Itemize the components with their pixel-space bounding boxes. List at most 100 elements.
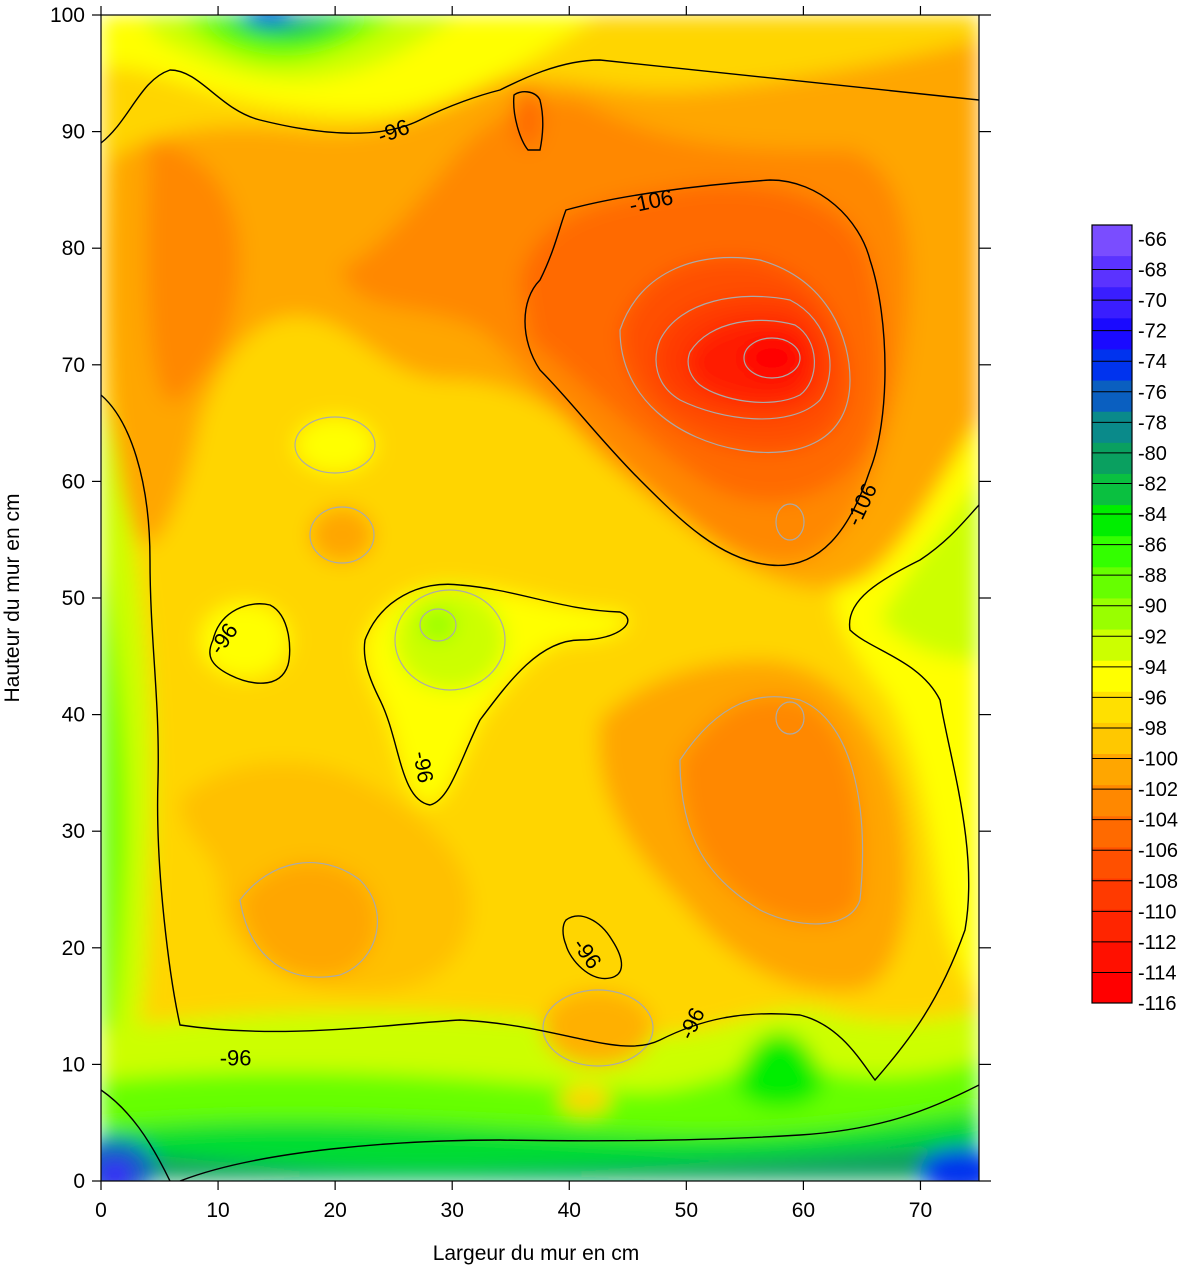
colorbar-swatch <box>1092 411 1132 444</box>
x-tick-label: 10 <box>206 1199 229 1222</box>
colorbar-label: -98 <box>1138 718 1167 740</box>
x-tick-label: 60 <box>792 1199 815 1222</box>
contour-label: -96 <box>408 749 438 785</box>
y-tick-label: 30 <box>62 820 85 843</box>
field-lower-left-dark-orange <box>240 862 378 978</box>
field-bottom-orange-pocket <box>543 990 653 1066</box>
field-top-orange-pocket <box>514 88 542 148</box>
colorbar-label: -110 <box>1138 901 1177 923</box>
colorbar-label: -76 <box>1138 382 1167 404</box>
colorbar-swatch <box>1092 567 1132 599</box>
colorbar-label: -90 <box>1138 596 1167 618</box>
colorbar-label: -80 <box>1138 443 1167 465</box>
colorbar-label: -88 <box>1138 565 1167 587</box>
field-bottom-yellow-pocket <box>559 1086 611 1114</box>
colorbar-swatch <box>1092 505 1132 537</box>
x-tick-label: 70 <box>909 1199 932 1222</box>
colorbar-label: -94 <box>1138 657 1167 679</box>
colorbar-swatch <box>1092 940 1132 973</box>
colorbar-label: -74 <box>1138 351 1167 373</box>
colorbar-label: -84 <box>1138 504 1167 526</box>
colorbar-label: -78 <box>1138 412 1167 434</box>
colorbar-label: -100 <box>1138 749 1178 771</box>
colorbar-swatch <box>1092 691 1132 724</box>
y-tick-label: 90 <box>62 121 85 144</box>
field-bottom-right-blue <box>920 1150 979 1181</box>
contour-label-text: -96 <box>408 749 438 785</box>
colorbar-swatch <box>1092 473 1132 506</box>
y-axis: 0 10 20 30 40 50 60 70 80 90 100 <box>50 4 991 1193</box>
field-bottom-left-deep-blue <box>101 1161 133 1181</box>
colorbar-swatch <box>1092 287 1132 319</box>
y-tick-label: 10 <box>62 1053 85 1076</box>
field-upper-yellow-lobe <box>295 417 375 473</box>
field-bottom-green-bump <box>737 1032 823 1108</box>
x-tick-label: 20 <box>323 1199 346 1222</box>
x-tick-label: 40 <box>558 1199 581 1222</box>
field-red-zone-peak <box>744 338 800 378</box>
colorbar-label: -68 <box>1138 260 1167 282</box>
minor-contours <box>239 256 864 1067</box>
colorbar-swatch <box>1092 660 1132 693</box>
colorbar-swatch <box>1092 878 1132 911</box>
y-tick-label: 50 <box>62 587 85 610</box>
x-tick-label: 50 <box>675 1199 698 1222</box>
colorbar-label: -106 <box>1138 840 1178 862</box>
colorbar-swatch <box>1092 442 1132 475</box>
colorbar-frame <box>1091 224 1133 1004</box>
colorbar-swatch <box>1092 971 1132 1004</box>
y-tick-label: 0 <box>73 1170 85 1193</box>
colorbar-swatch <box>1092 909 1132 942</box>
colorbar-label: -116 <box>1138 993 1177 1015</box>
colorbar-label: -112 <box>1138 932 1177 954</box>
colorbar-swatch <box>1092 349 1132 382</box>
y-tick-label: 100 <box>50 4 85 27</box>
field-mid-orange-pocket <box>310 507 374 563</box>
colorbar: -66 -68 -70 -72 -74 -76 -78 -80 -82 -84 -86 -88 -90 -… <box>1091 224 1178 1015</box>
x-axis: 0 10 20 30 40 50 60 70 <box>95 6 932 1222</box>
colorbar-swatch <box>1092 629 1132 662</box>
colorbar-swatch <box>1092 318 1132 350</box>
y-tick-label: 60 <box>62 470 85 493</box>
contour-label-text: -96 <box>220 1046 252 1071</box>
field-top-blue <box>246 15 290 23</box>
colorbar-label: -108 <box>1138 871 1178 893</box>
field-bottom-teal <box>101 1140 979 1181</box>
field-center-light-green-lobe <box>395 590 505 690</box>
y-tick-label: 70 <box>62 354 85 377</box>
contour-label: -96 <box>220 1046 252 1071</box>
field-left-green <box>101 560 126 1060</box>
plot-area: -96-106-106-96-96-96-96-96 <box>100 14 980 1182</box>
colorbar-swatch <box>1092 598 1132 631</box>
colorbar-label: -66 <box>1138 229 1167 251</box>
field-top-dark-green <box>210 15 360 42</box>
colorbar-label: -96 <box>1138 687 1167 709</box>
colorbar-swatch <box>1092 380 1132 413</box>
colorbar-label: -86 <box>1138 535 1167 557</box>
colorbar-label: -102 <box>1138 779 1178 801</box>
field-lower-right-dark-orange <box>680 696 863 924</box>
colorbar-swatch <box>1092 785 1132 817</box>
field-right-light-green <box>880 480 979 660</box>
colorbar-label: -82 <box>1138 473 1167 495</box>
colorbar-swatch <box>1092 816 1132 848</box>
colorbar-swatch <box>1092 754 1132 786</box>
x-axis-title: Largeur du mur en cm <box>433 1242 640 1265</box>
major-contours <box>101 59 979 1181</box>
y-tick-label: 40 <box>62 704 85 727</box>
y-tick-label: 20 <box>62 937 85 960</box>
colorbar-swatch <box>1092 536 1132 568</box>
colorbar-label: -104 <box>1138 810 1178 832</box>
colorbar-swatch <box>1092 225 1132 257</box>
field-upper-left-orange <box>146 140 240 403</box>
colorbar-label: -92 <box>1138 626 1167 648</box>
y-tick-label: 80 <box>62 237 85 260</box>
colorbar-label: -70 <box>1138 290 1167 312</box>
contour-fill <box>101 15 979 1181</box>
x-tick-label: 0 <box>95 1199 107 1222</box>
colorbar-swatch <box>1092 847 1132 880</box>
y-axis-title: Hauteur du mur en cm <box>1 494 24 703</box>
x-tick-label: 30 <box>441 1199 464 1222</box>
colorbar-label: -72 <box>1138 321 1167 343</box>
